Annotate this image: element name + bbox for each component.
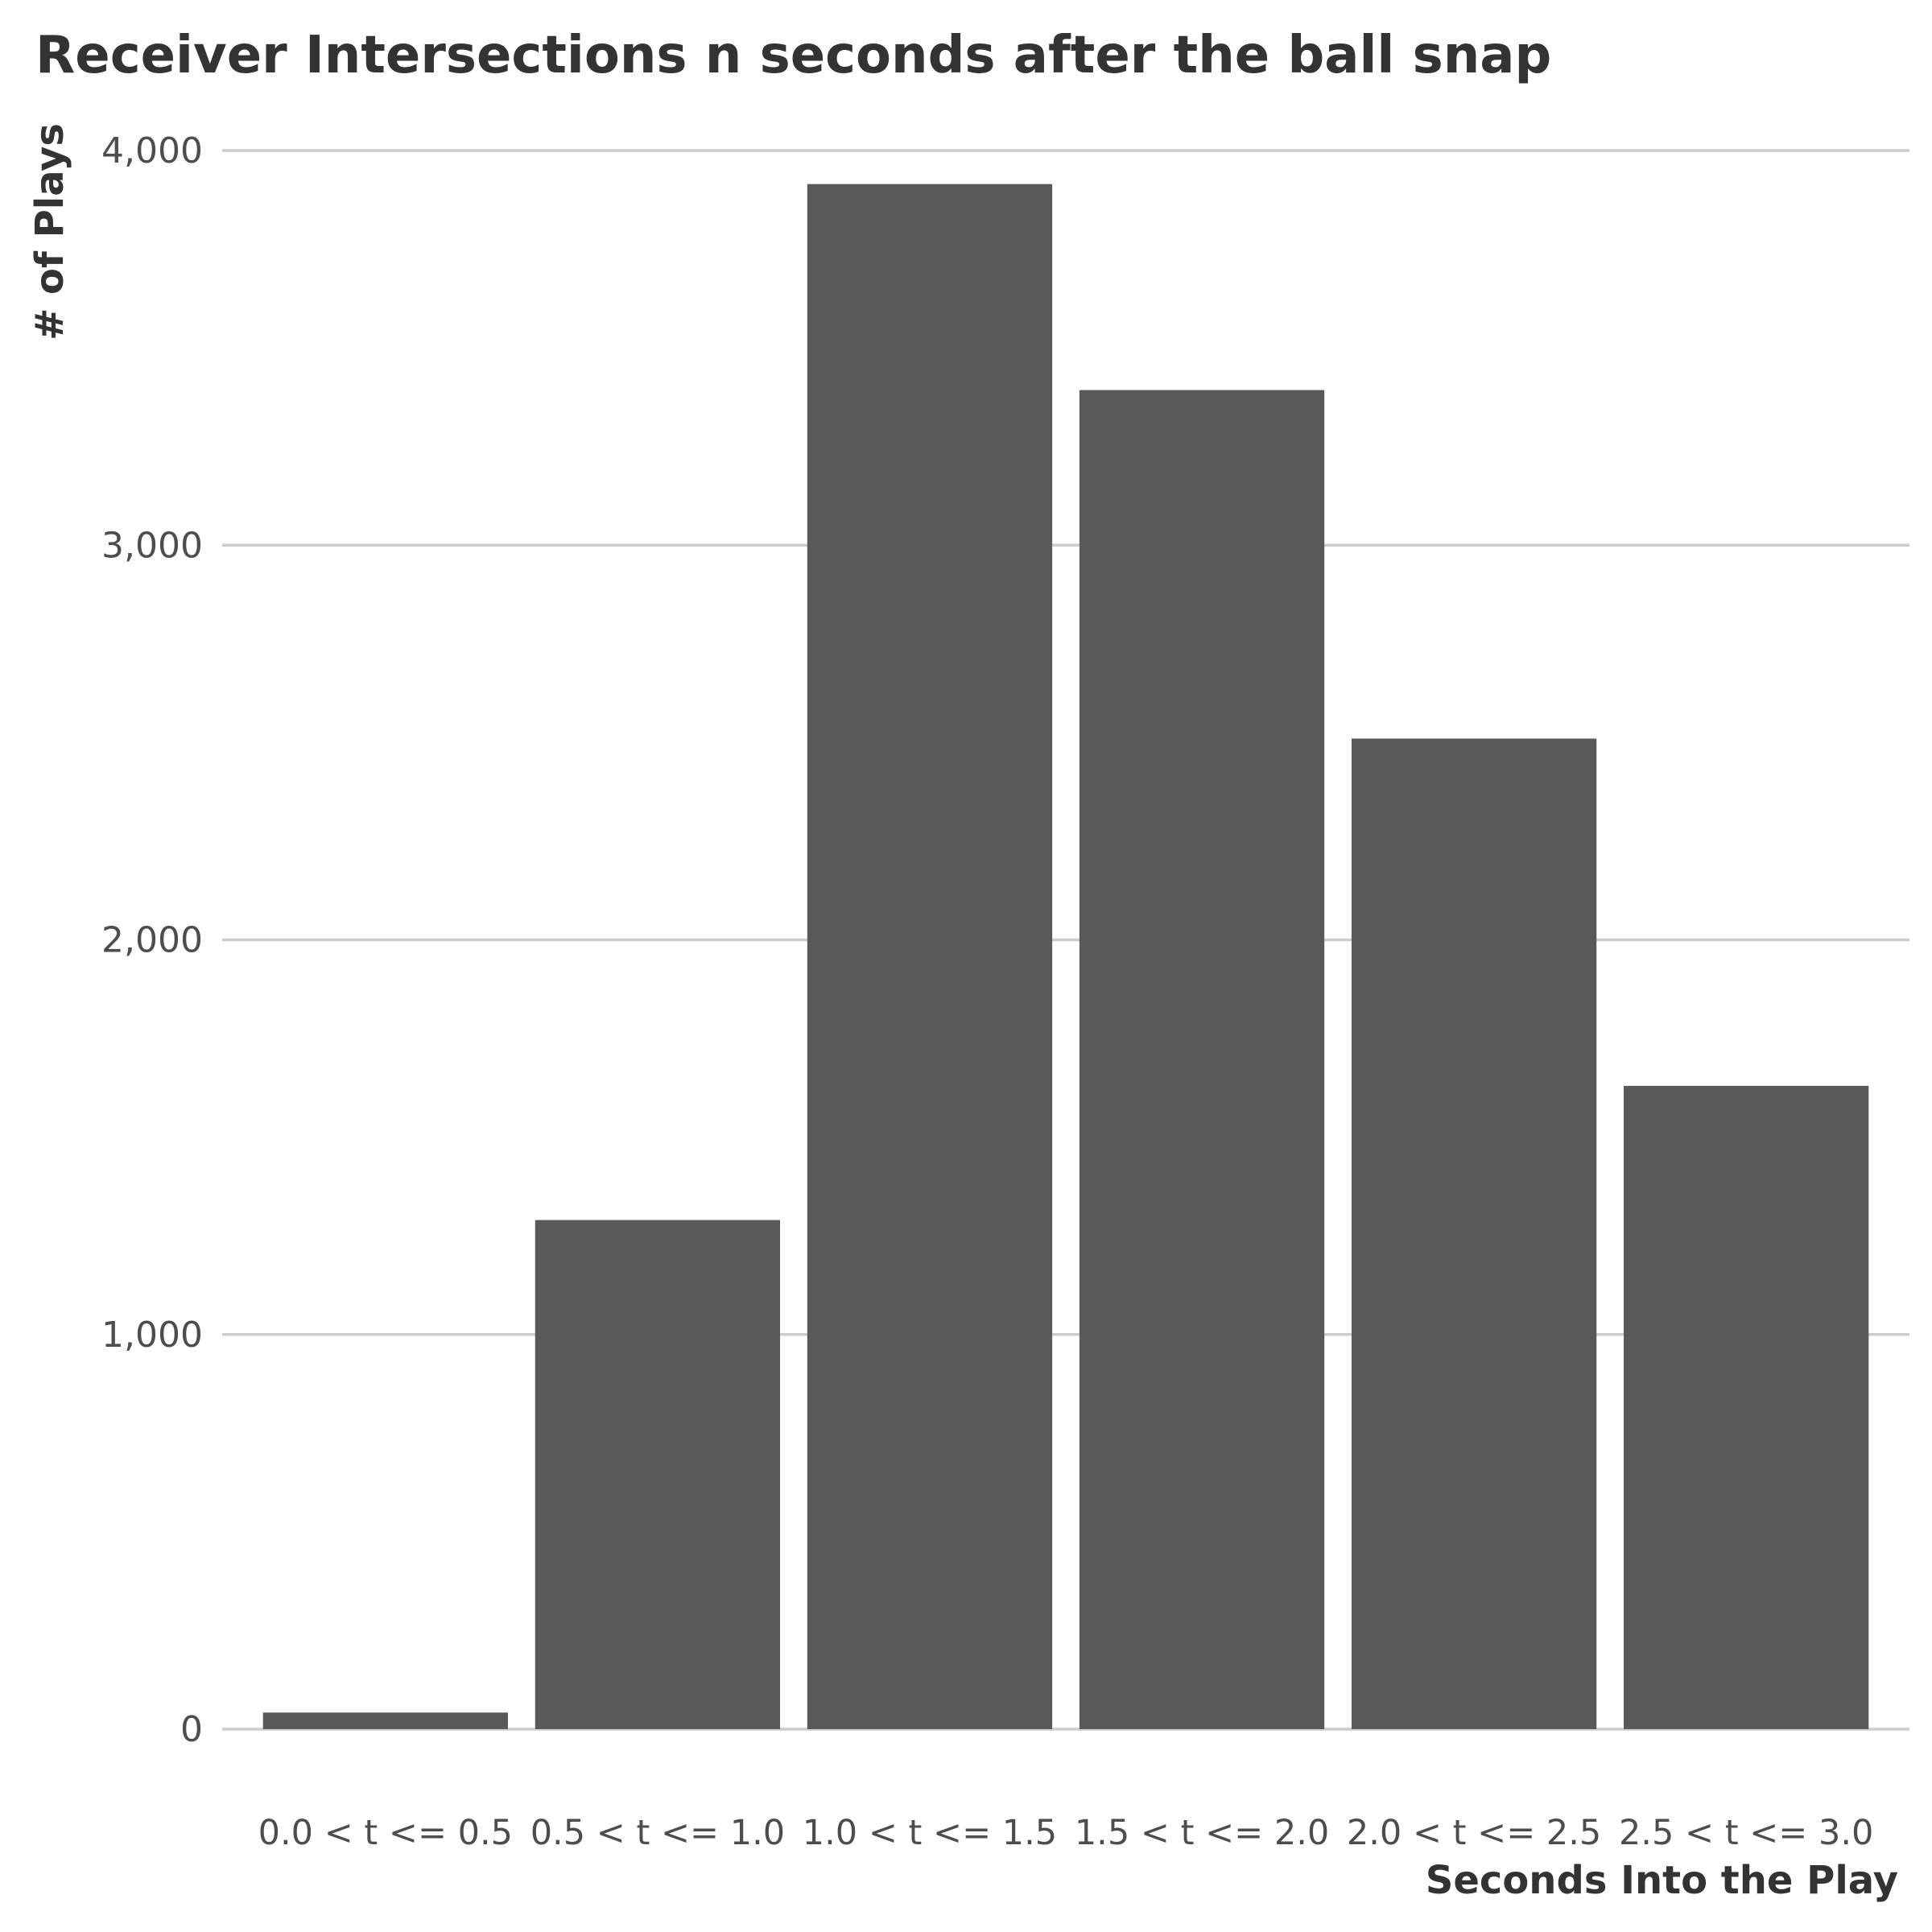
bar — [535, 1220, 781, 1729]
x-axis-ticks: 0.0 < t <= 0.5 0.5 < t <= 1.0 1.0 < t <= 1… — [258, 1813, 1874, 1853]
x-axis-title: Seconds Into the Play — [1426, 1858, 1898, 1903]
y-tick-label: 4,000 — [101, 130, 203, 171]
x-tick-label: 0.0 < t <= 0.5 — [258, 1813, 513, 1853]
chart-title: Receiver Intersections n seconds after t… — [35, 26, 1551, 85]
y-axis-title: # of Plays — [27, 123, 72, 341]
x-tick-label: 2.5 < t <= 3.0 — [1619, 1813, 1873, 1853]
bar — [1624, 1085, 1869, 1729]
y-tick-label: 3,000 — [101, 525, 203, 566]
y-axis-ticks: 0 1,000 2,000 3,000 4,000 — [101, 130, 203, 1750]
x-tick-label: 1.0 < t <= 1.5 — [803, 1813, 1057, 1853]
bar — [1079, 390, 1325, 1729]
x-tick-label: 1.5 < t <= 2.0 — [1075, 1813, 1329, 1853]
y-tick-label: 1,000 — [101, 1315, 203, 1356]
y-tick-label: 2,000 — [101, 920, 203, 961]
bar — [1351, 738, 1597, 1730]
y-tick-label: 0 — [180, 1709, 203, 1750]
x-tick-label: 0.5 < t <= 1.0 — [530, 1813, 785, 1853]
bar — [262, 1712, 508, 1729]
x-tick-label: 2.0 < t <= 2.5 — [1347, 1813, 1601, 1853]
bar — [807, 184, 1053, 1729]
bars — [262, 184, 1869, 1730]
